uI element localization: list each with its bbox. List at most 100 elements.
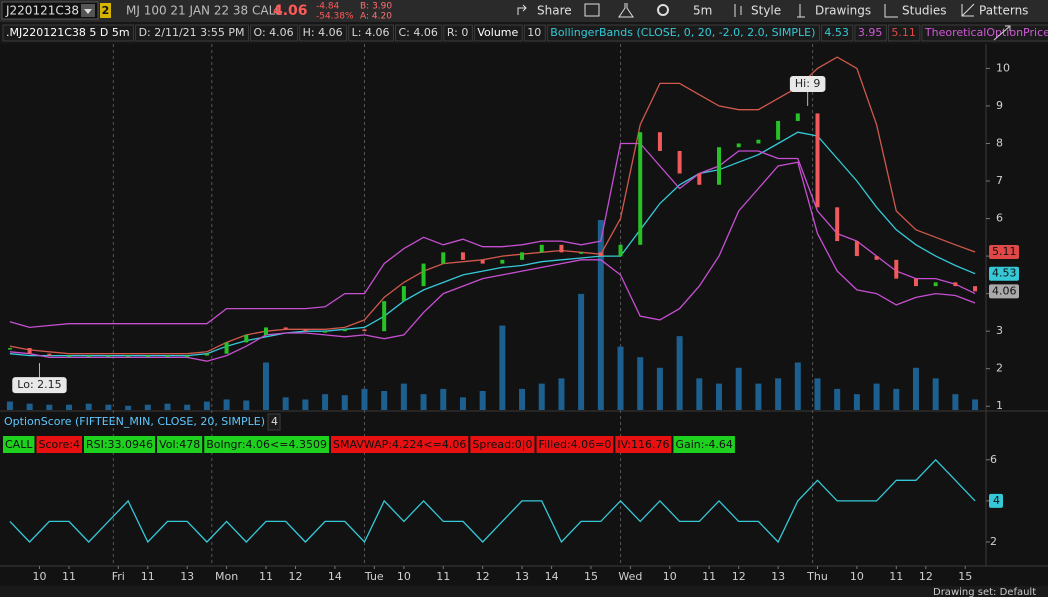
- volume-bar: [656, 367, 663, 410]
- expand-icon[interactable]: [993, 25, 1011, 41]
- volume-bar: [66, 404, 73, 410]
- link-badge[interactable]: [100, 3, 111, 18]
- y-tick-label: 10: [996, 61, 1010, 74]
- info-text: 10: [527, 26, 541, 39]
- net-change: -4.84: [316, 2, 340, 12]
- x-tick-label: 10: [663, 570, 677, 583]
- candle: [86, 355, 91, 358]
- dropdown-arrow: [84, 9, 92, 14]
- candle: [815, 113, 820, 208]
- status-bar: [0, 586, 1048, 597]
- y-tick-label: 6: [990, 453, 997, 466]
- percent-change: -54.38%: [316, 12, 354, 22]
- score-label-box: [330, 436, 469, 453]
- x-tick-label: Fri: [112, 570, 125, 583]
- settings-button[interactable]: [657, 4, 669, 16]
- volume-bar: [538, 383, 545, 410]
- x-tick-label: 12: [476, 570, 490, 583]
- description: MJ 100 21 JAN 22 38 CALL: [126, 4, 282, 18]
- volume-bar: [972, 399, 979, 410]
- patterns-button[interactable]: Patterns: [979, 4, 1028, 18]
- info-box: [299, 24, 348, 42]
- annotation: Hi: 9: [795, 77, 821, 90]
- info-text: .MJ220121C38 5 D 5m: [6, 26, 130, 39]
- x-tick-label: Mon: [215, 570, 238, 583]
- info-bar-items: .MJ220121C38 5 D 5m D: 2/11/21 3:55 PM O: …: [2, 24, 1048, 42]
- score-label-box: [204, 436, 329, 453]
- volume-bar: [459, 397, 466, 410]
- x-tick-label: 14: [328, 570, 342, 583]
- drawing-set: Drawing set: Default: [933, 587, 1036, 597]
- info-box: [443, 24, 473, 42]
- candle: [500, 259, 505, 264]
- x-tick-label: 15: [958, 570, 972, 583]
- volume-bar: [203, 401, 210, 410]
- y-tick-label: 1: [996, 399, 1003, 412]
- info-box: [394, 24, 443, 42]
- volume-bar: [125, 405, 132, 410]
- candle: [579, 252, 584, 254]
- symbol-box[interactable]: [1, 1, 99, 20]
- volume-bar: [873, 383, 880, 410]
- last-value-box: [989, 493, 1003, 508]
- score-label-box: [470, 436, 535, 453]
- lab-button[interactable]: [618, 3, 634, 18]
- info-box: [887, 24, 921, 42]
- study-title: OptionScore (FIFTEEN_MIN, CLOSE, 20, SIM…: [4, 415, 265, 428]
- share-icon: [517, 4, 527, 15]
- score-label-box: [157, 436, 203, 453]
- volume-bar: [381, 391, 388, 410]
- candle: [933, 282, 938, 287]
- price-label: 5.11: [992, 245, 1017, 258]
- studies-button[interactable]: Studies: [902, 4, 947, 18]
- candle: [224, 342, 229, 354]
- volume-bar: [755, 383, 762, 410]
- info-text: H: 4.06: [303, 26, 343, 39]
- volume-bar: [775, 378, 782, 410]
- symbol: J220121C38: [5, 4, 79, 18]
- info-box: [2, 24, 135, 42]
- volume-bar: [893, 388, 900, 410]
- volume-bar: [597, 220, 604, 410]
- info-box: [348, 24, 394, 42]
- candle: [953, 282, 958, 287]
- volume-bar: [578, 293, 585, 410]
- volume-bar: [479, 391, 486, 410]
- x-tick-label: 13: [515, 570, 529, 583]
- annotation-box: [12, 377, 67, 394]
- ask: A: 4.20: [360, 12, 392, 22]
- studies-icon: [884, 4, 898, 18]
- volume-bar: [558, 378, 565, 410]
- score-label-box: [83, 436, 156, 453]
- score-label: Gain:-4.64: [675, 438, 732, 451]
- volume-bar: [26, 403, 33, 410]
- info-box: [249, 24, 299, 42]
- share-button[interactable]: Share: [537, 4, 572, 18]
- flexible-grid-button[interactable]: [584, 3, 600, 17]
- volume-bar: [341, 395, 348, 410]
- candle: [47, 353, 52, 356]
- volume-bar: [184, 404, 191, 410]
- style-button[interactable]: Style: [751, 4, 781, 18]
- volume-bar: [46, 404, 53, 410]
- candle: [106, 355, 111, 358]
- candle: [145, 355, 150, 358]
- info-text: C: 4.06: [398, 26, 437, 39]
- timeframe-button[interactable]: 5m: [693, 4, 712, 18]
- volume-bar: [794, 362, 801, 410]
- drawings-button[interactable]: Drawings: [815, 4, 871, 18]
- score-label-box: [36, 436, 82, 453]
- price-label-box: [989, 244, 1019, 259]
- info-text: L: 4.06: [352, 26, 390, 39]
- info-text: BollingerBands (CLOSE, 0, 20, -2.0, 2.0,…: [550, 26, 815, 39]
- candle: [165, 355, 170, 358]
- info-text: D: 2/11/21 3:55 PM: [139, 26, 245, 39]
- volume-bar: [164, 403, 171, 410]
- score-line: [9, 458, 976, 544]
- x-tick-label: 12: [732, 570, 746, 583]
- volume-bar: [400, 383, 407, 410]
- link-group: 2: [102, 4, 110, 17]
- candle: [835, 207, 840, 242]
- x-tick-label: 14: [545, 570, 559, 583]
- info-text: Volume: [477, 26, 518, 39]
